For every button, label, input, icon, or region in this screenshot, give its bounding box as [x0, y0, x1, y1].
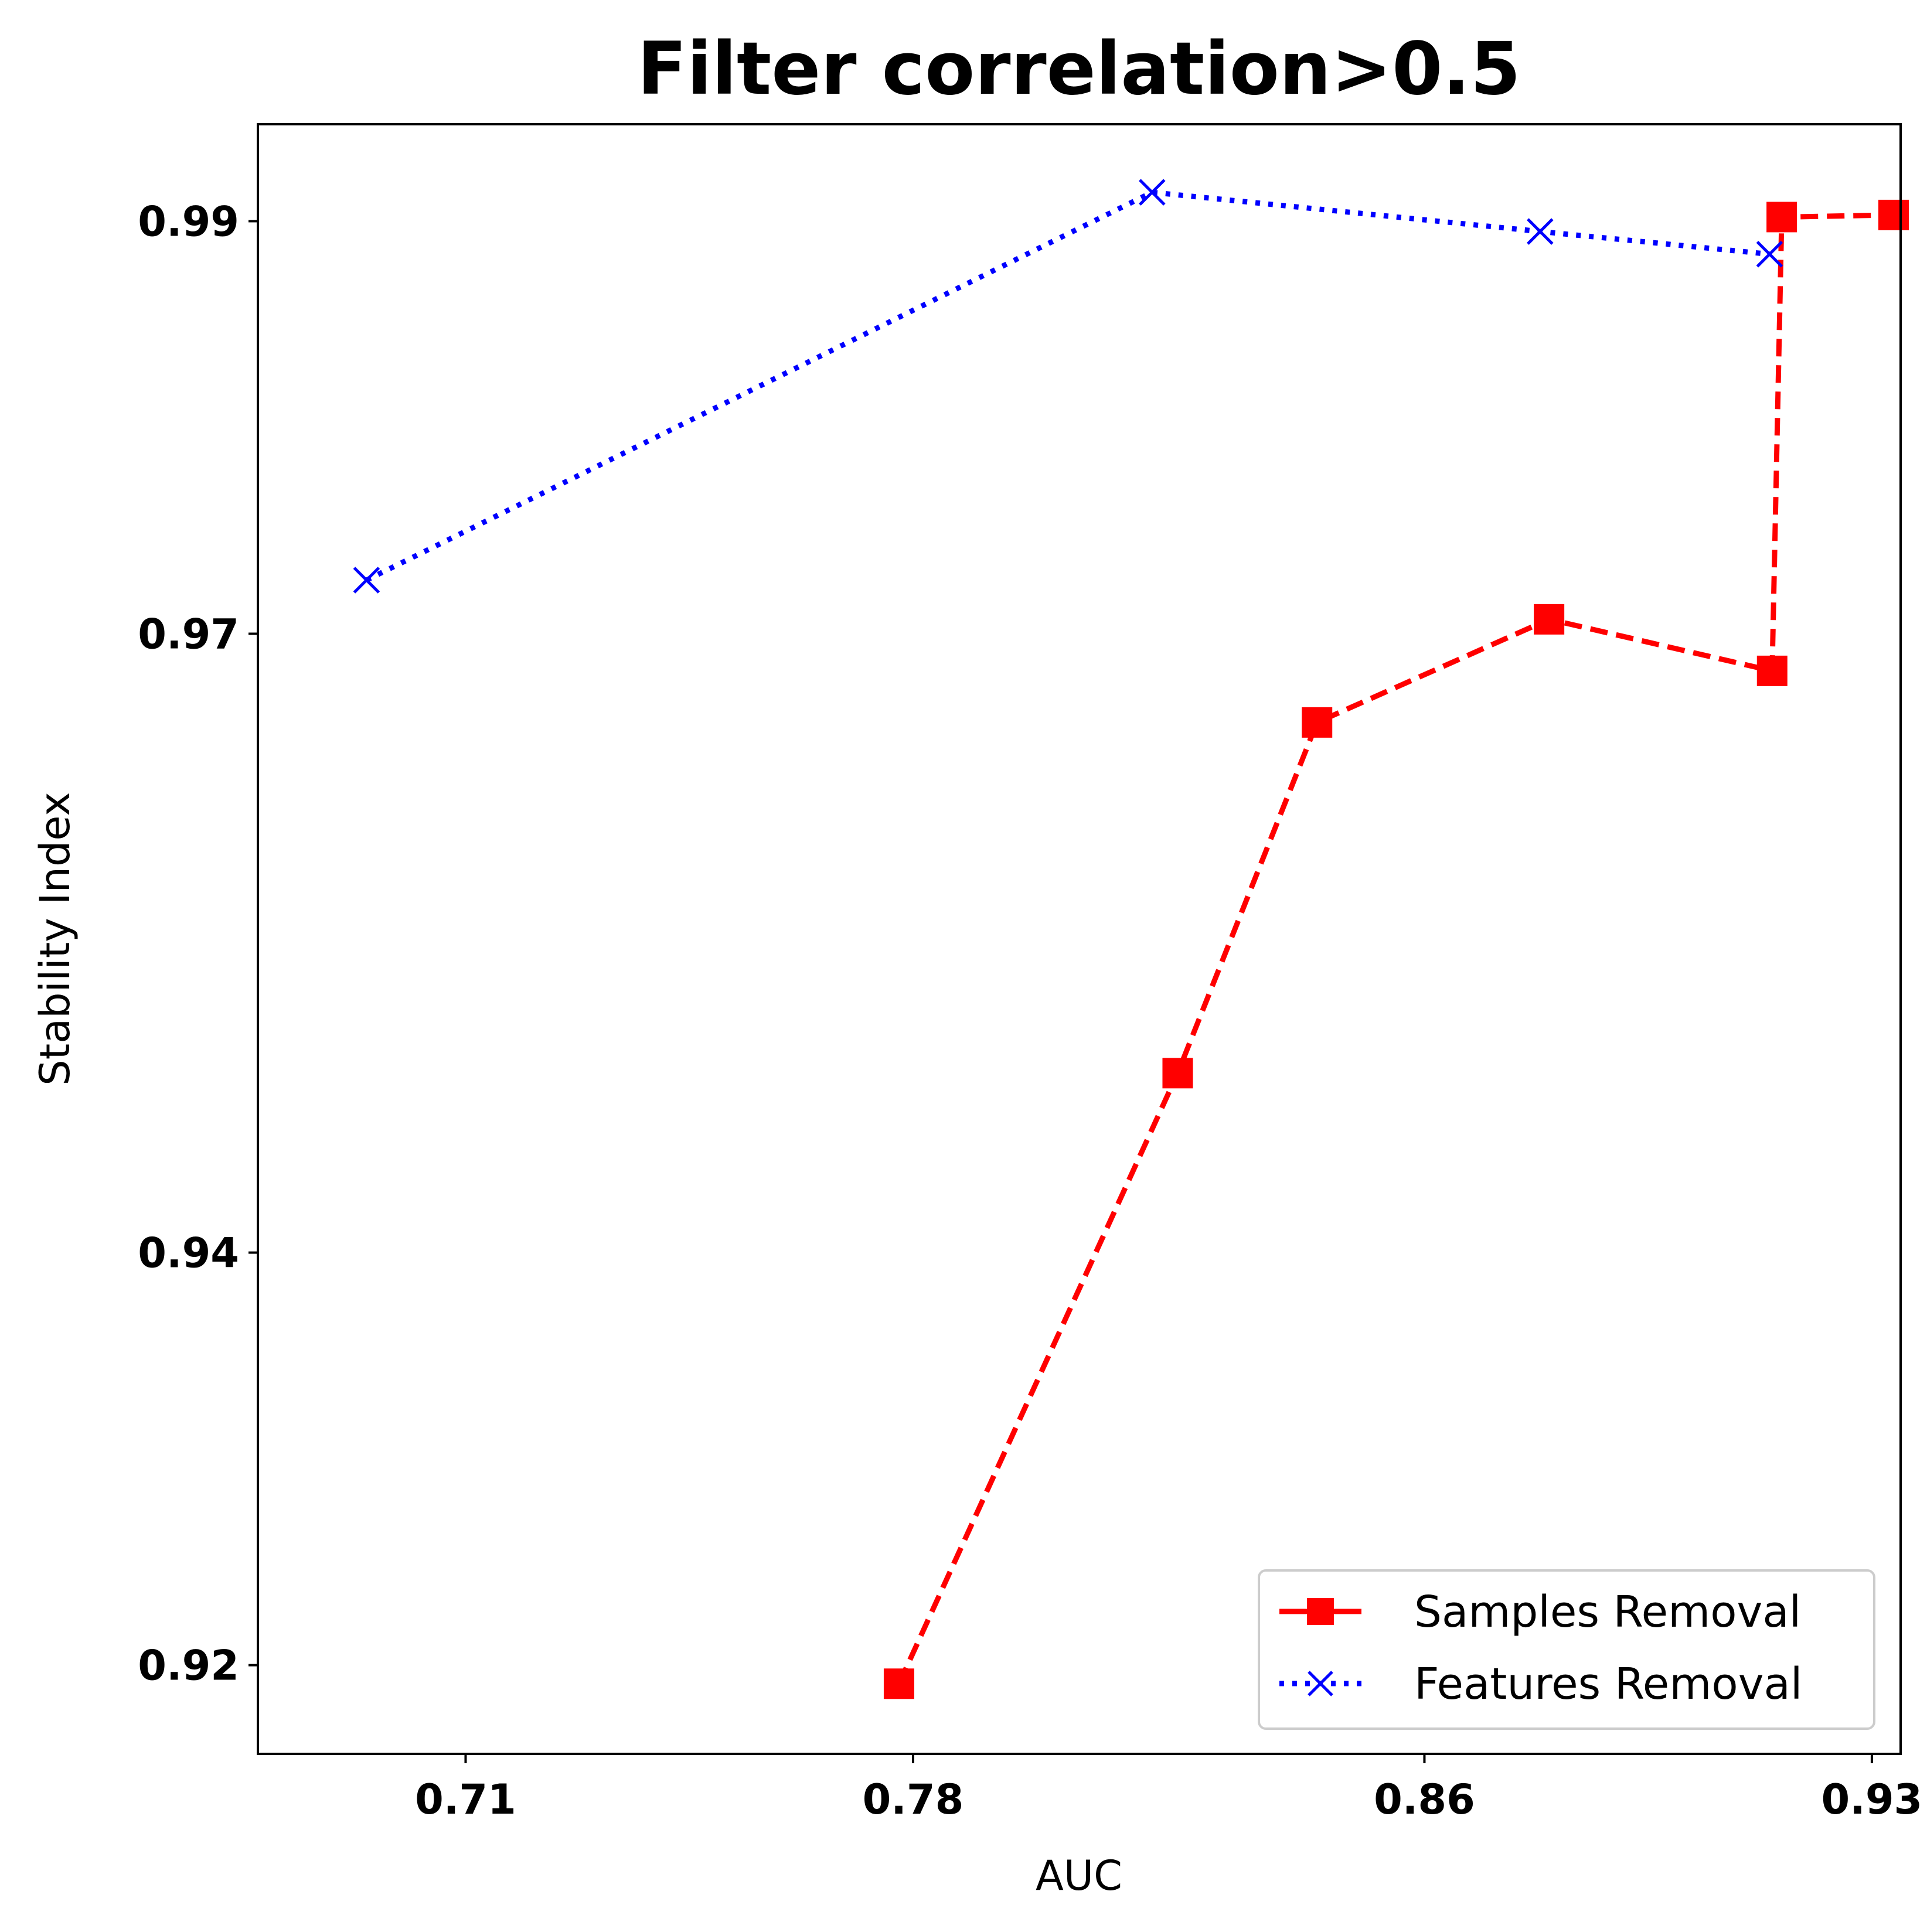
x-tick-label: 0.86: [1374, 1776, 1475, 1824]
series-line: [365, 189, 1770, 583]
data-point: [1756, 241, 1783, 268]
legend-box: [1258, 1569, 1875, 1730]
data-point: [1307, 1598, 1334, 1625]
data-point: [1139, 179, 1166, 206]
data-point: [1756, 655, 1788, 686]
data-point: [1308, 1671, 1333, 1696]
series-samples-removal: [883, 199, 1909, 1699]
legend-entry: Samples Removal: [1279, 1587, 1801, 1637]
y-axis: 0.92 0.94 0.97 0.99: [138, 197, 258, 1690]
legend-label: Samples Removal: [1414, 1587, 1801, 1637]
y-tick-label: 0.92: [138, 1642, 239, 1690]
data-point: [1302, 707, 1333, 738]
plot-area: [353, 179, 1909, 1699]
x-axis: 0.71 0.78 0.86 0.93: [415, 1754, 1922, 1824]
x-axis-label: AUC: [1036, 1852, 1122, 1900]
x-tick-label: 0.71: [415, 1776, 516, 1824]
y-tick-label: 0.99: [138, 197, 239, 246]
y-tick-label: 0.97: [138, 611, 239, 659]
series-line: [896, 212, 1894, 1685]
legend-label: Features Removal: [1414, 1659, 1802, 1709]
data-point: [1527, 218, 1554, 245]
data-point: [353, 567, 380, 594]
x-tick-label: 0.93: [1822, 1776, 1923, 1824]
series-features-removal: [353, 179, 1783, 594]
data-point: [883, 1668, 914, 1699]
data-point: [1162, 1058, 1193, 1089]
chart-title: Filter correlation>0.5: [637, 27, 1521, 111]
y-tick-label: 0.94: [138, 1229, 239, 1277]
data-point: [1878, 199, 1909, 230]
plot-frame: [257, 123, 1902, 1755]
legend-entry: Features Removal: [1279, 1659, 1802, 1709]
legend: Samples Removal Features Removal: [1258, 1569, 1875, 1730]
data-point: [1534, 604, 1565, 635]
x-tick-label: 0.78: [863, 1776, 964, 1824]
data-point: [1766, 202, 1797, 233]
y-axis-label: Stability Index: [31, 792, 79, 1085]
